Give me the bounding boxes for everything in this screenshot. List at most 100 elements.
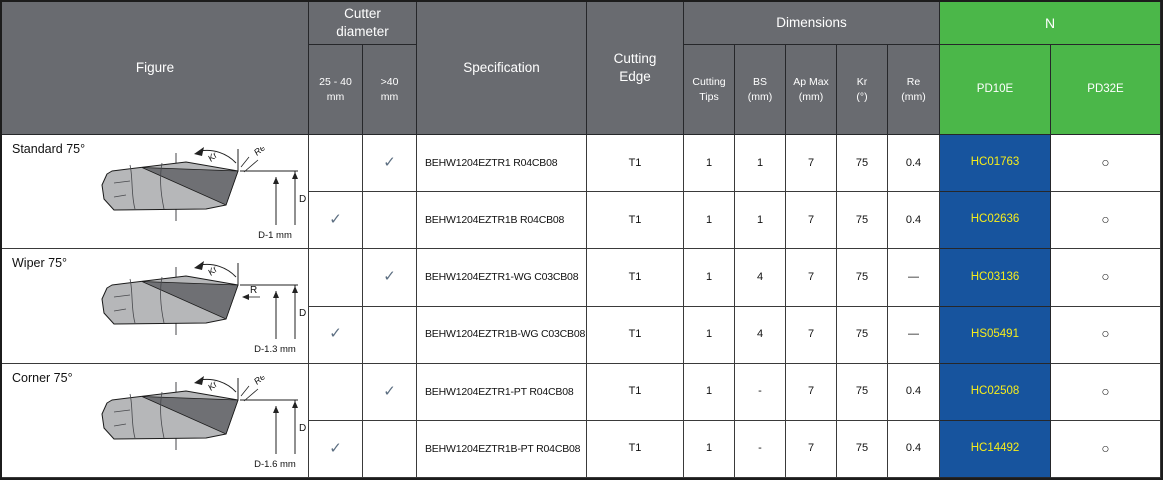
pd32e-availability: ○: [1051, 420, 1161, 478]
re-cell: 0.4: [888, 420, 940, 478]
pd10e-part-number: HC14492: [940, 420, 1051, 478]
ap-max-cell: 7: [786, 363, 837, 421]
ap-max-cell: 7: [786, 135, 837, 193]
kr-cell: 75: [837, 249, 888, 307]
ap-max-cell: 7: [786, 420, 837, 478]
cutting-corner-shaded: [141, 167, 239, 206]
offset-label: D-1.6 mm: [254, 459, 296, 470]
kr-angle-arc: [199, 149, 237, 164]
re-leader-lines: [240, 385, 259, 401]
column-header-cutting-edge: Cutting Edge: [587, 2, 684, 135]
figure-cell-corner: Corner 75° Kr Re D D-1.6 mm: [2, 363, 309, 478]
specification-cell: BEHW1204EZTR1B-PT R04CB08: [417, 420, 587, 478]
specification-cell: BEHW1204EZTR1-PT R04CB08: [417, 363, 587, 421]
cutting-tips-cell: 1: [684, 363, 735, 421]
kr-cell: 75: [837, 306, 888, 364]
bs-cell: 1: [735, 192, 786, 250]
insert-drawing: Kr R D D-1.3 mm: [101, 261, 306, 355]
diam-gt40-check: ✓: [363, 249, 417, 307]
kr-cell: 75: [837, 363, 888, 421]
specification-cell: BEHW1204EZTR1-WG C03CB08: [417, 249, 587, 307]
diam-25-40-check: ✓: [309, 420, 363, 478]
re-cell: 0.4: [888, 363, 940, 421]
re-label: Re: [252, 147, 267, 158]
cutting-edge-cell: T1: [587, 420, 684, 478]
figure-title: Wiper 75°: [12, 256, 68, 271]
re-label: Re: [252, 376, 267, 387]
diam-25-40-check: ✓: [309, 192, 363, 250]
bs-cell: 4: [735, 249, 786, 307]
column-header-dimensions: Dimensions: [684, 2, 940, 45]
column-header-cutter-diameter: Cutter diameter: [309, 2, 417, 45]
figure-title: Corner 75°: [12, 370, 73, 385]
bs-cell: 4: [735, 306, 786, 364]
column-header-specification: Specification: [417, 2, 587, 135]
re-label: R: [250, 285, 257, 296]
cutting-edge-cell: T1: [587, 192, 684, 250]
pd10e-part-number: HS05491: [940, 306, 1051, 364]
ap-max-cell: 7: [786, 306, 837, 364]
kr-angle-arc: [199, 264, 237, 278]
offset-label: D-1.3 mm: [254, 344, 296, 355]
figure-cell-standard: Standard 75° Kr Re D D-1 mm: [2, 135, 309, 250]
diam-25-40-check: [309, 135, 363, 193]
ap-max-cell: 7: [786, 192, 837, 250]
cutting-edge-cell: T1: [587, 363, 684, 421]
diam-25-40-check: ✓: [309, 306, 363, 364]
cutting-tips-cell: 1: [684, 249, 735, 307]
column-header-cutting-tips: Cutting Tips: [684, 45, 735, 135]
insert-drawing: Kr Re D D-1 mm: [101, 147, 306, 241]
cutting-tips-cell: 1: [684, 135, 735, 193]
insert-drawing: Kr Re D D-1.6 mm: [101, 375, 306, 470]
d-label: D: [299, 194, 306, 205]
column-header-material-n: N: [940, 2, 1161, 45]
column-header-ap-max: Ap Max (mm): [786, 45, 837, 135]
column-header-kr: Kr (°): [837, 45, 888, 135]
bs-cell: -: [735, 420, 786, 478]
kr-angle-arc: [199, 378, 237, 392]
pd32e-availability: ○: [1051, 192, 1161, 250]
offset-label: D-1 mm: [258, 230, 292, 241]
re-cell: 0.4: [888, 192, 940, 250]
re-leader-lines: [240, 156, 259, 173]
bs-cell: 1: [735, 135, 786, 193]
specification-cell: BEHW1204EZTR1 R04CB08: [417, 135, 587, 193]
column-header-grade-pd32e: PD32E: [1051, 45, 1161, 135]
diam-25-40-check: [309, 363, 363, 421]
specification-cell: BEHW1204EZTR1B-WG C03CB08: [417, 306, 587, 364]
diam-gt40-check: [363, 192, 417, 250]
diam-gt40-check: ✓: [363, 363, 417, 421]
cutting-edge-cell: T1: [587, 306, 684, 364]
pd32e-availability: ○: [1051, 363, 1161, 421]
cutting-edge-cell: T1: [587, 135, 684, 193]
column-header-bs: BS (mm): [735, 45, 786, 135]
column-header-diam-25-40: 25 - 40 mm: [309, 45, 363, 135]
d-label: D: [299, 308, 306, 319]
pd32e-availability: ○: [1051, 306, 1161, 364]
specification-cell: BEHW1204EZTR1B R04CB08: [417, 192, 587, 250]
cutting-tips-cell: 1: [684, 306, 735, 364]
figure-title: Standard 75°: [12, 142, 86, 156]
column-header-grade-pd10e: PD10E: [940, 45, 1051, 135]
column-header-diam-gt40: >40 mm: [363, 45, 417, 135]
pd10e-part-number: HC02636: [940, 192, 1051, 250]
re-cell: —: [888, 306, 940, 364]
bs-cell: -: [735, 363, 786, 421]
diam-gt40-check: ✓: [363, 135, 417, 193]
column-header-re: Re (mm): [888, 45, 940, 135]
kr-cell: 75: [837, 135, 888, 193]
cutting-tips-cell: 1: [684, 192, 735, 250]
d-label: D: [299, 423, 306, 434]
ap-max-cell: 7: [786, 249, 837, 307]
diam-gt40-check: [363, 420, 417, 478]
re-cell: —: [888, 249, 940, 307]
kr-cell: 75: [837, 192, 888, 250]
diam-25-40-check: [309, 249, 363, 307]
column-header-figure: Figure: [2, 2, 309, 135]
cutting-tips-cell: 1: [684, 420, 735, 478]
pd10e-part-number: HC01763: [940, 135, 1051, 193]
pd32e-availability: ○: [1051, 135, 1161, 193]
pd10e-part-number: HC03136: [940, 249, 1051, 307]
re-cell: 0.4: [888, 135, 940, 193]
